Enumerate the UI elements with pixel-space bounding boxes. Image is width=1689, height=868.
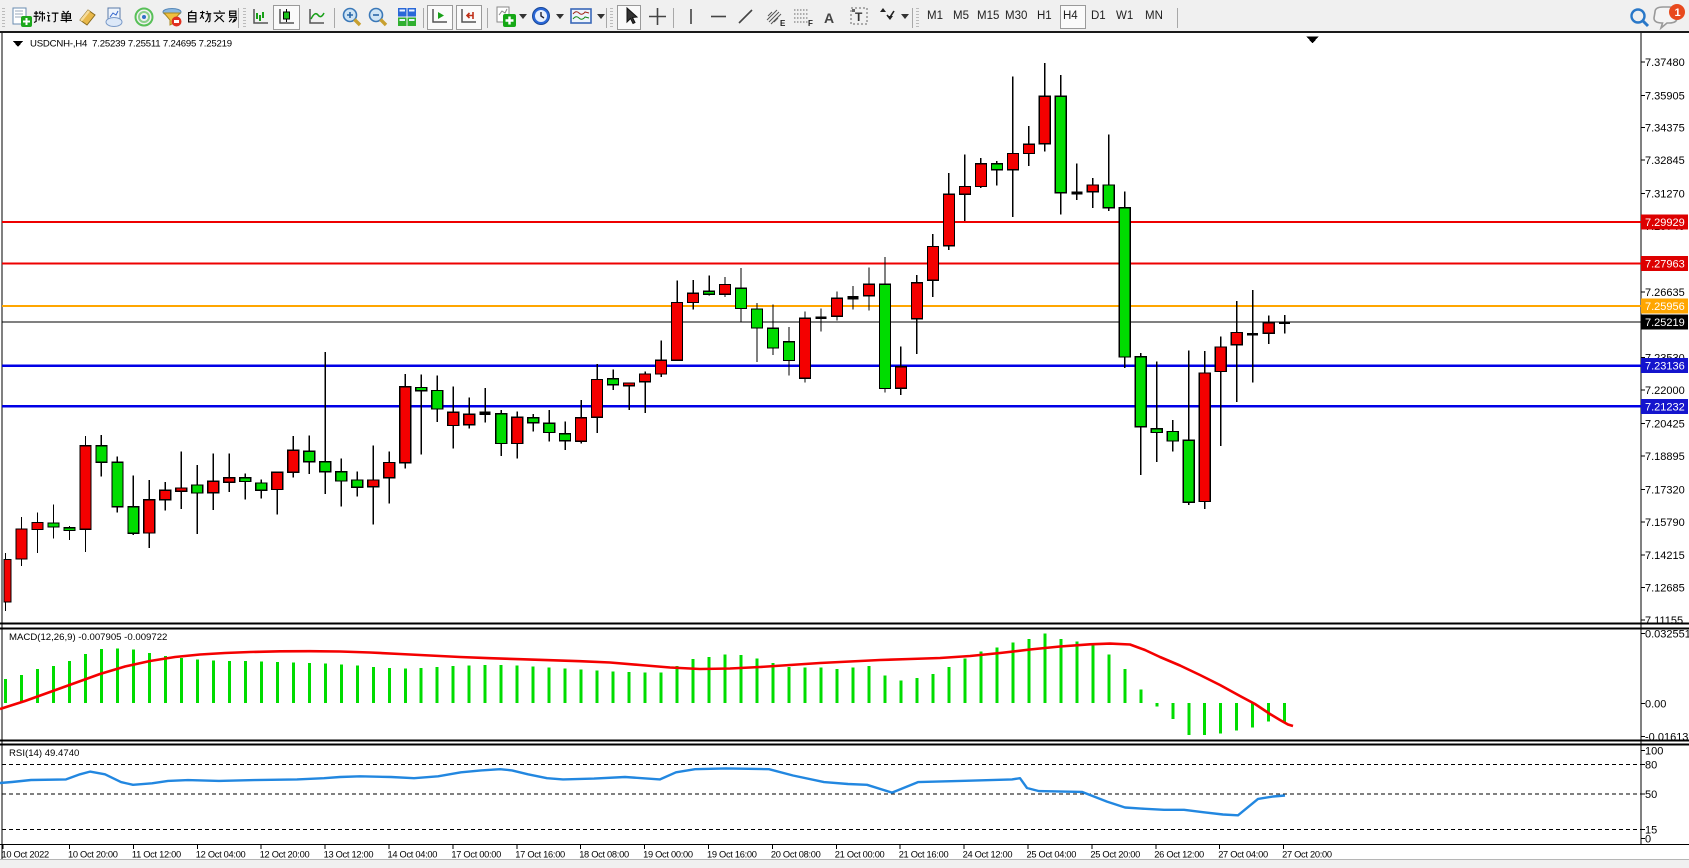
- svg-text:27 Oct 04:00: 27 Oct 04:00: [1218, 850, 1268, 860]
- svg-text:0: 0: [1645, 834, 1651, 846]
- svg-text:12 Oct 20:00: 12 Oct 20:00: [260, 850, 310, 860]
- svg-text:100: 100: [1645, 745, 1663, 757]
- svg-text:7.17320: 7.17320: [1645, 484, 1685, 496]
- svg-text:7.31270: 7.31270: [1645, 189, 1685, 201]
- svg-text:10 Oct 20:00: 10 Oct 20:00: [68, 850, 118, 860]
- svg-text:18 Oct 08:00: 18 Oct 08:00: [579, 850, 629, 860]
- svg-text:7.32845: 7.32845: [1645, 155, 1685, 167]
- svg-text:0.00: 0.00: [1645, 699, 1666, 711]
- svg-text:19 Oct 16:00: 19 Oct 16:00: [707, 850, 757, 860]
- svg-text:13 Oct 12:00: 13 Oct 12:00: [324, 850, 374, 860]
- svg-text:25 Oct 04:00: 25 Oct 04:00: [1027, 850, 1077, 860]
- svg-text:27 Oct 20:00: 27 Oct 20:00: [1282, 850, 1332, 860]
- svg-text:7.20425: 7.20425: [1645, 419, 1685, 431]
- svg-text:7.11155: 7.11155: [1645, 615, 1683, 627]
- svg-text:7.21232: 7.21232: [1645, 402, 1685, 414]
- svg-text:E: E: [780, 19, 786, 28]
- svg-text:-0.016137: -0.016137: [1645, 732, 1689, 744]
- svg-text:RSI(14) 49.4740: RSI(14) 49.4740: [9, 748, 79, 759]
- svg-text:7.14215: 7.14215: [1645, 550, 1685, 562]
- svg-text:12 Oct 04:00: 12 Oct 04:00: [196, 850, 246, 860]
- svg-text:7.25219: 7.25219: [1645, 317, 1685, 329]
- svg-text:20 Oct 08:00: 20 Oct 08:00: [771, 850, 821, 860]
- svg-text:7.27963: 7.27963: [1645, 259, 1685, 271]
- svg-text:T: T: [855, 10, 863, 24]
- svg-text:80: 80: [1645, 759, 1657, 771]
- svg-text:MACD(12,26,9) -0.007905 -0.009: MACD(12,26,9) -0.007905 -0.009722: [9, 632, 167, 643]
- svg-text:7.35905: 7.35905: [1645, 90, 1685, 102]
- svg-text:7.22000: 7.22000: [1645, 385, 1685, 397]
- svg-text:USDCNH-,H4 7.25239 7.25511 7.: USDCNH-,H4 7.25239 7.25511 7.24695 7.252…: [30, 39, 232, 50]
- svg-text:17 Oct 00:00: 17 Oct 00:00: [451, 850, 501, 860]
- svg-text:7.18895: 7.18895: [1645, 451, 1685, 463]
- svg-text:21 Oct 00:00: 21 Oct 00:00: [835, 850, 885, 860]
- svg-text:7.23136: 7.23136: [1645, 361, 1685, 373]
- svg-text:26 Oct 12:00: 26 Oct 12:00: [1154, 850, 1204, 860]
- svg-text:21 Oct 16:00: 21 Oct 16:00: [899, 850, 949, 860]
- svg-text:1: 1: [1675, 7, 1681, 19]
- svg-text:24 Oct 12:00: 24 Oct 12:00: [963, 850, 1013, 860]
- svg-text:7.25956: 7.25956: [1645, 301, 1685, 313]
- svg-text:7.12685: 7.12685: [1645, 583, 1685, 595]
- svg-text:19 Oct 00:00: 19 Oct 00:00: [643, 850, 693, 860]
- svg-text:11 Oct 12:00: 11 Oct 12:00: [132, 850, 181, 860]
- svg-text:7.37480: 7.37480: [1645, 57, 1685, 69]
- svg-text:50: 50: [1645, 789, 1657, 801]
- svg-text:10 Oct 2022: 10 Oct 2022: [2, 850, 49, 860]
- svg-text:0.032551: 0.032551: [1645, 629, 1689, 641]
- svg-text:F: F: [808, 19, 813, 28]
- svg-text:14 Oct 04:00: 14 Oct 04:00: [388, 850, 438, 860]
- svg-text:7.29929: 7.29929: [1645, 217, 1685, 229]
- svg-text:7.34375: 7.34375: [1645, 123, 1685, 135]
- svg-text:7.26635: 7.26635: [1645, 287, 1685, 299]
- svg-text:7.15790: 7.15790: [1645, 517, 1685, 529]
- svg-text:25 Oct 20:00: 25 Oct 20:00: [1090, 850, 1140, 860]
- svg-text:17 Oct 16:00: 17 Oct 16:00: [515, 850, 565, 860]
- svg-text:15: 15: [1645, 825, 1657, 837]
